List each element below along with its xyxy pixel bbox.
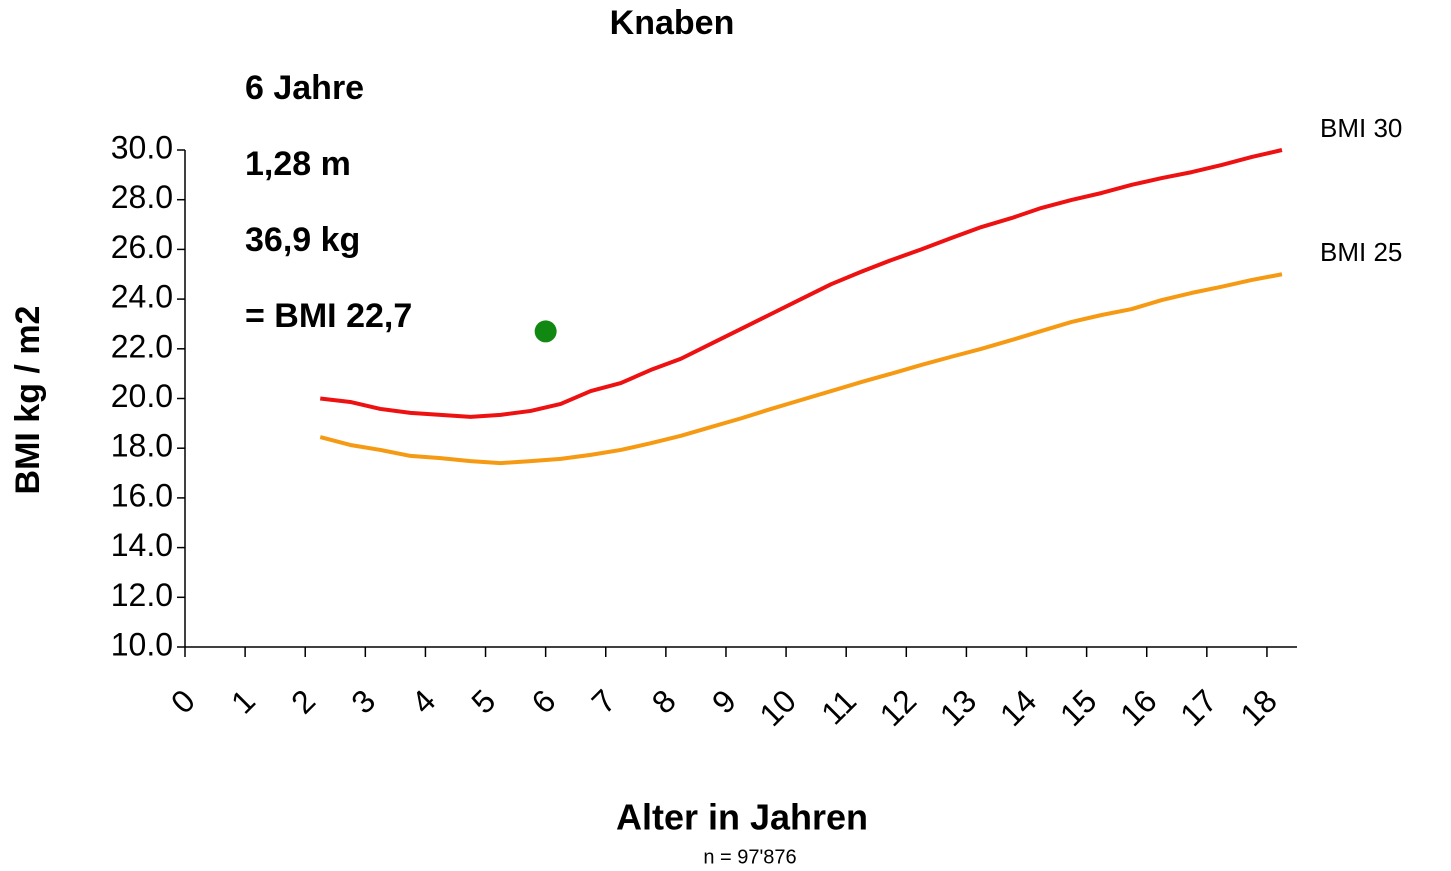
y-tick-label: 26.0 [111,229,173,265]
footnote: n = 97'876 [703,846,796,868]
y-tick-label: 22.0 [111,328,173,364]
x-axis-label: Alter in Jahren [616,797,868,838]
y-tick-label: 30.0 [111,129,173,165]
chart-title: Knaben [610,4,735,42]
y-tick-label: 18.0 [111,428,173,464]
data-point [534,320,557,343]
y-axis-label: BMI kg / m2 [9,306,47,495]
x-tick-label: 2 [284,682,322,720]
x-tick-label: 3 [344,682,382,720]
annotation: 6 Jahre [245,69,364,107]
x-tick-label: 9 [705,682,743,720]
annotation: 36,9 kg [245,221,360,259]
y-tick-label: 10.0 [111,626,173,662]
x-tick-label: 12 [873,682,924,733]
y-tick-label: 16.0 [111,477,173,513]
x-tick-label: 14 [993,682,1044,733]
line-series [319,272,1283,466]
x-tick-label: 15 [1053,682,1104,733]
x-tick-label: 10 [752,682,803,733]
x-tick-label: 16 [1113,682,1164,733]
series-label: BMI 30 [1320,113,1402,143]
x-tick-label: 11 [814,682,863,731]
y-tick-label: 28.0 [111,179,173,215]
y-tick-label: 12.0 [111,577,173,613]
y-tick-label: 14.0 [111,527,173,563]
x-tick-label: 4 [404,682,442,720]
x-tick-label: 8 [645,682,683,720]
x-tick-label: 5 [464,682,502,720]
annotation: 1,28 m [245,145,351,183]
line-series [320,148,1283,419]
x-tick-label: 1 [224,682,262,720]
y-tick-label: 24.0 [111,279,173,315]
x-tick-label: 6 [525,682,563,720]
y-tick-label: 20.0 [111,378,173,414]
x-tick-label: 18 [1233,682,1284,733]
x-tick-label: 0 [164,682,202,720]
annotation: = BMI 22,7 [245,297,412,335]
x-tick-label: 17 [1173,682,1224,733]
x-tick-label: 13 [933,682,984,733]
x-tick-label: 7 [585,682,623,720]
series-label: BMI 25 [1320,237,1402,267]
